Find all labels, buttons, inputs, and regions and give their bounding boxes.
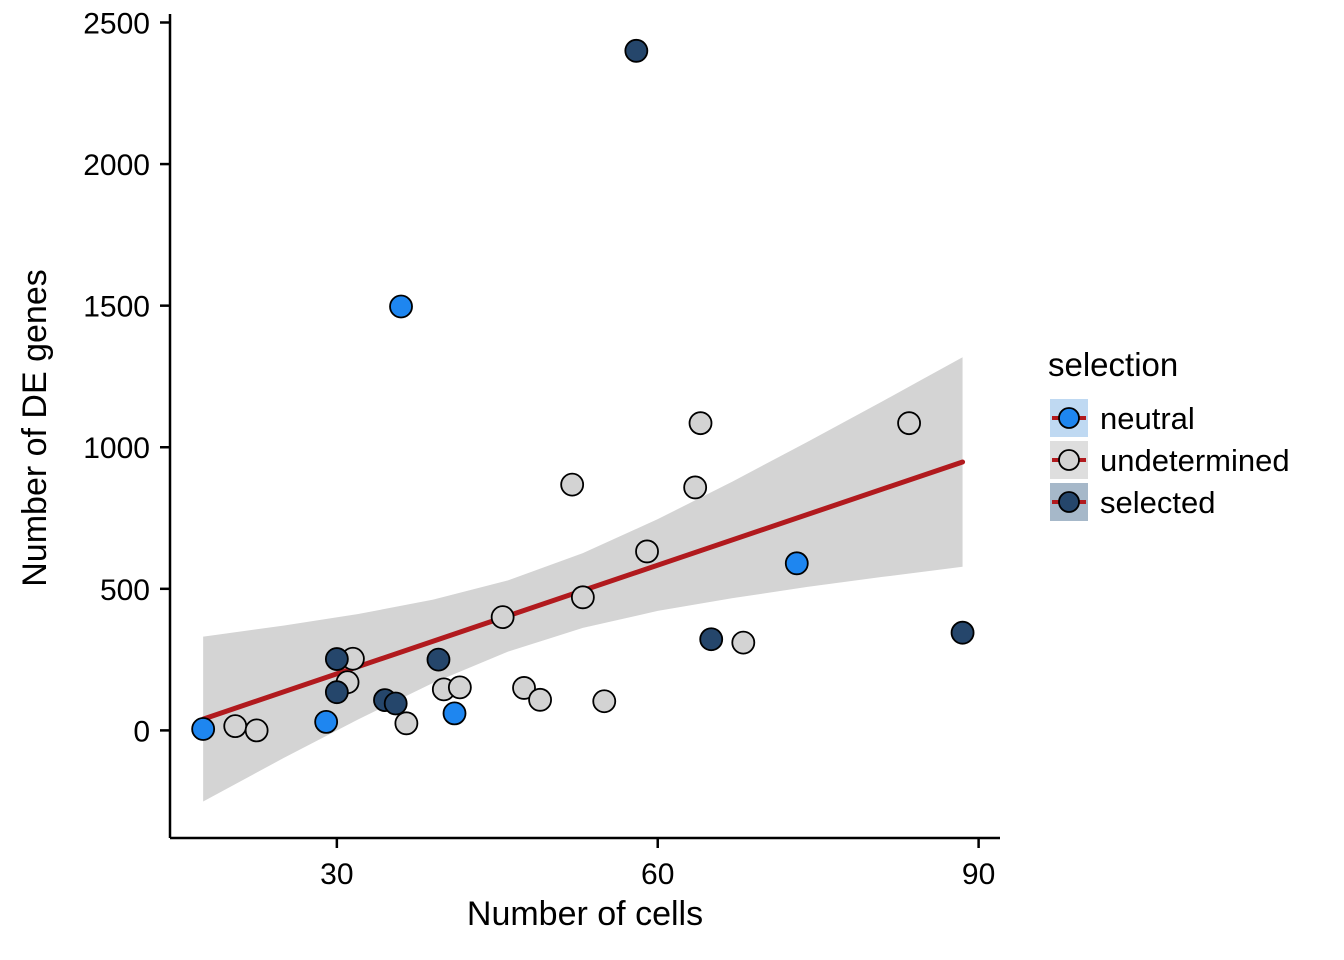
y-tick-label: 1000 bbox=[83, 432, 150, 465]
data-point-undetermined bbox=[490, 605, 515, 630]
legend-label-selected: selected bbox=[1100, 485, 1215, 520]
y-tick-label: 2000 bbox=[83, 149, 150, 182]
data-point-undetermined bbox=[570, 585, 595, 610]
data-point-selected bbox=[699, 627, 724, 652]
data-point-undetermined bbox=[683, 475, 708, 500]
legend-entry-neutral: neutral bbox=[1050, 399, 1195, 437]
data-point-neutral bbox=[191, 717, 216, 741]
data-point-neutral bbox=[784, 551, 809, 576]
data-point-undetermined bbox=[897, 411, 921, 436]
data-point-undetermined bbox=[560, 472, 585, 497]
y-tick-label: 1500 bbox=[83, 291, 150, 324]
data-point-undetermined bbox=[635, 539, 659, 564]
axes: 30 60 90 0 500 1000 1500 2000 2500 bbox=[83, 7, 1000, 891]
y-tick-label: 0 bbox=[133, 715, 150, 748]
data-point-undetermined bbox=[528, 687, 552, 712]
data-point-neutral bbox=[389, 294, 413, 319]
data-point-neutral bbox=[442, 701, 467, 726]
legend-label-neutral: neutral bbox=[1100, 401, 1195, 436]
data-point-selected bbox=[324, 680, 349, 705]
x-axis-title: Number of cells bbox=[467, 895, 703, 933]
data-point-undetermined bbox=[688, 411, 713, 436]
data-point-undetermined bbox=[731, 630, 756, 655]
x-tick-label: 60 bbox=[641, 858, 674, 891]
legend-key-dot-icon bbox=[1058, 449, 1080, 471]
x-tick-label: 30 bbox=[320, 858, 353, 891]
data-point-selected bbox=[624, 38, 649, 63]
legend-entry-selected: selected bbox=[1050, 483, 1215, 521]
data-point-undetermined bbox=[394, 711, 419, 736]
data-point-selected bbox=[950, 620, 975, 645]
legend-label-undetermined: undetermined bbox=[1100, 443, 1290, 478]
legend-entry-undetermined: undetermined bbox=[1050, 441, 1290, 479]
data-point-undetermined bbox=[223, 714, 248, 739]
data-point-selected bbox=[383, 691, 408, 716]
y-axis-title: Number of DE genes bbox=[16, 269, 54, 587]
data-points bbox=[191, 38, 975, 743]
y-tick-label: 2500 bbox=[83, 7, 150, 40]
confidence-band-polygon bbox=[203, 357, 963, 802]
y-tick-label: 500 bbox=[100, 574, 150, 607]
x-tick-label: 90 bbox=[962, 858, 995, 891]
data-point-undetermined bbox=[447, 675, 472, 700]
data-point-undetermined bbox=[512, 676, 536, 700]
data-point-undetermined bbox=[244, 718, 269, 743]
confidence-band bbox=[203, 357, 963, 802]
legend-title: selection bbox=[1048, 346, 1178, 383]
legend: selection neutral undetermined selected bbox=[1048, 346, 1290, 521]
legend-key-dot-icon bbox=[1058, 491, 1080, 513]
data-point-selected bbox=[426, 647, 451, 672]
data-point-undetermined bbox=[592, 689, 617, 714]
data-point-neutral bbox=[314, 710, 339, 734]
legend-key-dot-icon bbox=[1058, 407, 1080, 429]
data-point-selected bbox=[324, 647, 349, 671]
